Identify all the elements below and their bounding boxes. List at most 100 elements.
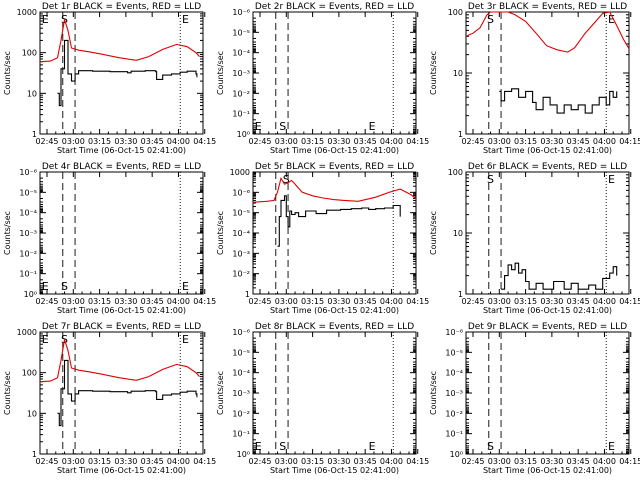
y-tick-label: 100 xyxy=(22,369,37,378)
y-tick-label: 10⁻⁵ xyxy=(232,348,250,357)
y-tick-label: 100 xyxy=(448,168,463,177)
x-tick-label: 03:15 xyxy=(301,457,324,466)
events-series-line xyxy=(501,262,618,290)
x-tick-label: 04:15 xyxy=(619,297,640,306)
y-tick-label: 10⁻¹ xyxy=(19,270,37,279)
event-marker-label: E xyxy=(369,440,376,453)
x-tick-label: 03:45 xyxy=(141,297,164,306)
x-axis-label: Start Time (06-Oct-15 02:41:00) xyxy=(483,466,612,475)
event-marker-label: S xyxy=(487,13,494,26)
x-tick-label: 04:00 xyxy=(593,457,616,466)
x-tick-label: 04:00 xyxy=(167,137,190,146)
y-tick-label: 10⁻⁶ xyxy=(232,328,250,337)
x-tick-label: 03:30 xyxy=(114,457,137,466)
y-tick-label: 10⁻⁵ xyxy=(232,209,250,218)
event-marker-label: S xyxy=(487,173,494,186)
x-axis-label: Start Time (06-Oct-15 02:41:00) xyxy=(57,146,186,155)
x-tick-label: 04:00 xyxy=(380,137,403,146)
x-tick-label: 04:00 xyxy=(380,457,403,466)
y-tick-label: 10⁻¹ xyxy=(445,430,463,439)
event-marker-label: E xyxy=(182,333,189,346)
y-tick-label: 1 xyxy=(32,450,37,459)
y-tick-label: 10⁻⁵ xyxy=(232,28,250,37)
x-tick-label: 03:30 xyxy=(327,457,350,466)
y-axis-label: Counts/sec xyxy=(429,211,438,255)
x-tick-label: 03:15 xyxy=(514,457,537,466)
y-tick-label: 10⁻⁴ xyxy=(19,209,37,218)
y-axis-label: Counts/sec xyxy=(216,51,225,95)
x-tick-label: 04:15 xyxy=(619,457,640,466)
x-tick-label: 03:00 xyxy=(488,137,511,146)
x-tick-label: 03:15 xyxy=(301,297,324,306)
x-axis-label: Start Time (06-Oct-15 02:41:00) xyxy=(483,146,612,155)
y-tick-label: 10⁰ xyxy=(237,450,250,459)
y-tick-label: 10⁻⁶ xyxy=(232,8,250,17)
event-marker-label: E xyxy=(255,440,262,453)
y-tick-label: 10⁻³ xyxy=(232,69,250,78)
plot-title: Det 7r BLACK = Events, RED = LLD xyxy=(42,322,201,332)
y-axis-label: Counts/sec xyxy=(3,51,12,95)
y-tick-label: 10⁻² xyxy=(19,249,37,258)
x-tick-label: 04:00 xyxy=(167,297,190,306)
plot-title: Det 5r BLACK = Events, RED = LLD xyxy=(255,162,414,172)
x-tick-label: 03:30 xyxy=(540,457,563,466)
y-axis-label: Counts/sec xyxy=(216,211,225,255)
event-marker-label: E xyxy=(42,333,49,346)
x-axis-label: Start Time (06-Oct-15 02:41:00) xyxy=(57,466,186,475)
event-marker-label: E xyxy=(182,280,189,293)
y-axis-label: Counts/sec xyxy=(429,371,438,415)
x-tick-label: 02:45 xyxy=(248,457,271,466)
x-axis-label: Start Time (06-Oct-15 02:41:00) xyxy=(270,466,399,475)
y-tick-label: 1 xyxy=(245,290,250,299)
plot-title: Det 3r BLACK = Events, RED = LLD xyxy=(468,2,627,12)
events-series-line xyxy=(57,359,198,427)
x-tick-label: 03:15 xyxy=(88,457,111,466)
x-tick-label: 03:00 xyxy=(62,297,85,306)
event-marker-label: E xyxy=(42,13,49,26)
plot-title: Det 2r BLACK = Events, RED = LLD xyxy=(255,2,414,12)
y-tick-label: 1000 xyxy=(17,328,37,337)
events-series-line xyxy=(277,195,401,247)
y-tick-label: 10⁰ xyxy=(237,130,250,139)
x-tick-label: 03:45 xyxy=(567,457,590,466)
x-tick-label: 03:30 xyxy=(327,297,350,306)
y-tick-label: 100 xyxy=(448,8,463,17)
y-tick-label: 10 xyxy=(453,229,463,238)
y-tick-label: 10 xyxy=(453,69,463,78)
x-tick-label: 03:15 xyxy=(514,297,537,306)
plot-frame xyxy=(39,11,204,135)
y-tick-label: 10⁻³ xyxy=(445,389,463,398)
lld-series-line xyxy=(252,176,417,203)
x-tick-label: 02:45 xyxy=(35,297,58,306)
event-marker-label: E xyxy=(42,280,49,293)
y-tick-label: 1 xyxy=(458,130,463,139)
x-tick-label: 03:45 xyxy=(567,297,590,306)
plot-frame xyxy=(39,331,204,455)
event-marker-label: S xyxy=(283,173,290,186)
event-marker-label: E xyxy=(608,440,615,453)
event-marker-label: E xyxy=(255,120,262,133)
plot-title: Det 6r BLACK = Events, RED = LLD xyxy=(468,162,627,172)
x-tick-label: 03:00 xyxy=(275,137,298,146)
y-tick-label: 1 xyxy=(458,290,463,299)
y-axis-label: Counts/sec xyxy=(3,371,12,415)
x-tick-label: 04:15 xyxy=(193,137,216,146)
x-axis-label: Start Time (06-Oct-15 02:41:00) xyxy=(57,306,186,315)
y-tick-label: 10⁻² xyxy=(232,270,250,279)
lld-series-line xyxy=(465,11,630,53)
event-marker-label: S xyxy=(61,280,68,293)
y-tick-label: 10⁻⁶ xyxy=(232,188,250,197)
y-tick-label: 10⁻³ xyxy=(19,229,37,238)
event-marker-label: S xyxy=(279,120,286,133)
plot-title: Det 1r BLACK = Events, RED = LLD xyxy=(42,2,201,12)
x-tick-label: 04:15 xyxy=(406,457,429,466)
x-tick-label: 02:45 xyxy=(248,137,271,146)
plot-frame xyxy=(465,171,630,295)
y-tick-label: 10⁻² xyxy=(232,409,250,418)
x-tick-label: 03:45 xyxy=(354,297,377,306)
x-tick-label: 03:00 xyxy=(488,297,511,306)
lld-series-line xyxy=(39,19,200,63)
y-tick-label: 1000 xyxy=(17,8,37,17)
x-tick-label: 04:00 xyxy=(380,297,403,306)
